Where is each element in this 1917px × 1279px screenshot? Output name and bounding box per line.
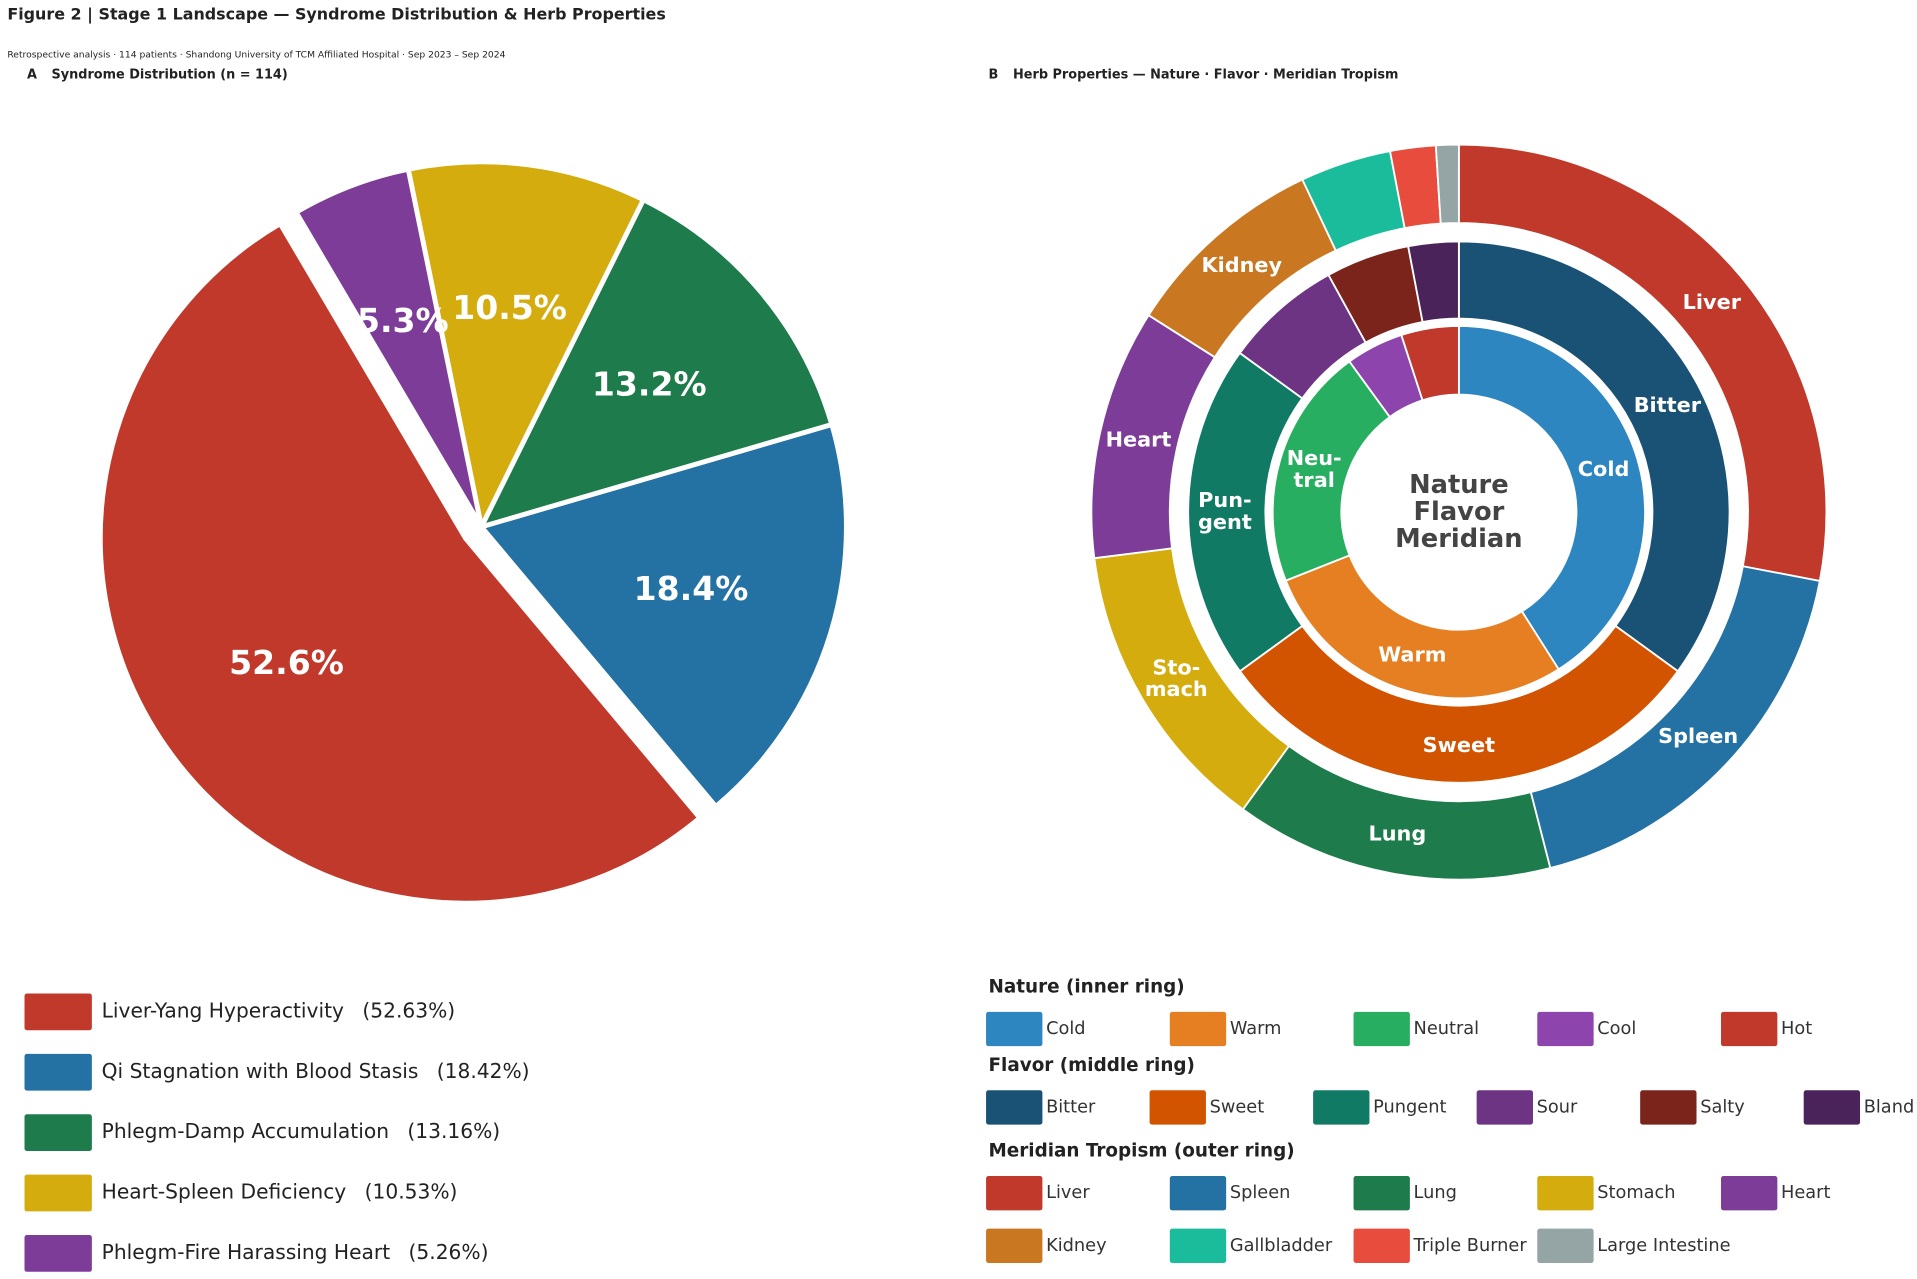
figure-subtitle: Retrospective analysis · 114 patients · … (7, 50, 505, 61)
legend-heading: Meridian Tropism (outer ring) (989, 1141, 1295, 1162)
segment-label: Neu-tral (1287, 446, 1342, 492)
legend-label: Heart-Spleen Deficiency (102, 1180, 347, 1204)
legend-swatch (24, 1235, 92, 1272)
legend-swatch (1169, 1228, 1227, 1263)
legend-swatch (1640, 1090, 1697, 1125)
segment-label: Spleen (1658, 724, 1738, 748)
legend-swatch (986, 1228, 1043, 1263)
donut-segment (1400, 325, 1460, 402)
segment-label: Bitter (1634, 393, 1702, 417)
segment-label: Lung (1368, 822, 1426, 846)
legend-label: Salty (1700, 1097, 1745, 1117)
figure-title: Figure 2 | Stage 1 Landscape — Syndrome … (7, 4, 665, 24)
legend-label: Lung (1414, 1183, 1457, 1203)
legend-swatch (24, 1114, 92, 1152)
donut-segment (1434, 143, 1460, 225)
segment-label: Sweet (1423, 733, 1495, 757)
pie-slice (405, 159, 647, 535)
slice-label: 13.2% (592, 365, 707, 404)
panel-letter: B (989, 67, 999, 82)
legend-swatch (1721, 1176, 1778, 1211)
legend-swatch (24, 993, 92, 1031)
legend-label: Neutral (1414, 1019, 1480, 1039)
legend-label: Bitter (1046, 1097, 1096, 1117)
panel-title: Syndrome Distribution (n = 114) (51, 67, 287, 82)
legend-label: Cold (1046, 1019, 1085, 1039)
center-label: Nature Flavor Meridian (1395, 470, 1522, 554)
legend-label: Hot (1781, 1019, 1812, 1039)
segment-label: Kidney (1201, 253, 1282, 277)
pie-slice (292, 166, 484, 529)
legend-label: Phlegm-Fire Harassing Heart (102, 1240, 391, 1264)
segment-label: Warm (1378, 642, 1446, 666)
legend-label: Triple Burner (1413, 1236, 1528, 1256)
segment-label: Heart (1106, 427, 1172, 451)
legend-label: Phlegm-Damp Accumulation (102, 1119, 389, 1143)
donut-segment (1238, 624, 1680, 784)
legend-label: Liver-Yang Hyperactivity (102, 998, 344, 1022)
donut-segment (1284, 554, 1560, 700)
donut-segment (1407, 240, 1460, 324)
legend-swatch (1169, 1011, 1227, 1047)
legend-label: Stomach (1597, 1183, 1675, 1203)
legend-swatch (1476, 1090, 1533, 1125)
legend-swatch (1149, 1090, 1206, 1125)
legend-label: Heart (1781, 1183, 1830, 1203)
legend-label: Cool (1597, 1019, 1636, 1039)
legend-swatch (24, 1053, 92, 1091)
pie-slice (477, 421, 849, 811)
legend-value: (10.53%) (365, 1180, 458, 1204)
legend-value: (52.63%) (362, 998, 455, 1022)
legend-swatch (24, 1174, 92, 1212)
legend-value: (18.42%) (437, 1059, 530, 1083)
legend-swatch (1537, 1011, 1594, 1047)
legend-heading: Flavor (middle ring) (989, 1055, 1195, 1076)
donut-segment (1457, 143, 1828, 583)
legend-swatch (1537, 1228, 1594, 1263)
legend-swatch (1169, 1176, 1227, 1211)
legend-value: (5.26%) (409, 1240, 489, 1264)
legend-label: Sour (1537, 1097, 1578, 1117)
donut-segment (1457, 325, 1646, 671)
legend-swatch (1803, 1090, 1861, 1125)
segment-label: Liver (1683, 290, 1742, 314)
legend-label: Bland (1864, 1097, 1915, 1117)
segment-label: Pun-gent (1198, 488, 1252, 534)
panel-letter: A (27, 67, 37, 82)
legend-label: Qi Stagnation with Blood Stasis (102, 1059, 419, 1083)
legend-value: (13.16%) (407, 1119, 500, 1143)
segment-label: Sto-mach (1145, 655, 1208, 701)
legend-swatch (986, 1011, 1043, 1047)
legend-swatch (1537, 1176, 1594, 1211)
legend-label: Gallbladder (1230, 1236, 1333, 1256)
legend-label: Liver (1046, 1183, 1090, 1203)
slice-label: 5.3% (357, 301, 449, 340)
legend-swatch (1353, 1228, 1410, 1263)
legend-swatch (986, 1090, 1043, 1125)
legend-swatch (1313, 1090, 1370, 1125)
slice-label: 10.5% (452, 288, 567, 327)
segment-label: Cold (1578, 457, 1630, 481)
legend-swatch (1721, 1011, 1778, 1047)
panel-title: Herb Properties — Nature · Flavor · Meri… (1013, 67, 1398, 82)
legend-label: Large Intestine (1597, 1236, 1730, 1256)
legend-label: Kidney (1046, 1236, 1107, 1256)
pie-slice (97, 220, 704, 906)
legend-label: Sweet (1210, 1097, 1265, 1117)
legend-label: Warm (1230, 1019, 1282, 1039)
legend-swatch (1353, 1176, 1410, 1211)
legend-swatch (1353, 1011, 1410, 1047)
legend-label: Pungent (1373, 1097, 1446, 1117)
pie-slice (476, 196, 835, 531)
donut-segment (1457, 240, 1731, 673)
slice-label: 52.6% (229, 643, 344, 682)
legend-label: Spleen (1230, 1183, 1291, 1203)
slice-label: 18.4% (634, 569, 749, 608)
legend-swatch (986, 1176, 1043, 1211)
legend-heading: Nature (inner ring) (989, 976, 1185, 997)
